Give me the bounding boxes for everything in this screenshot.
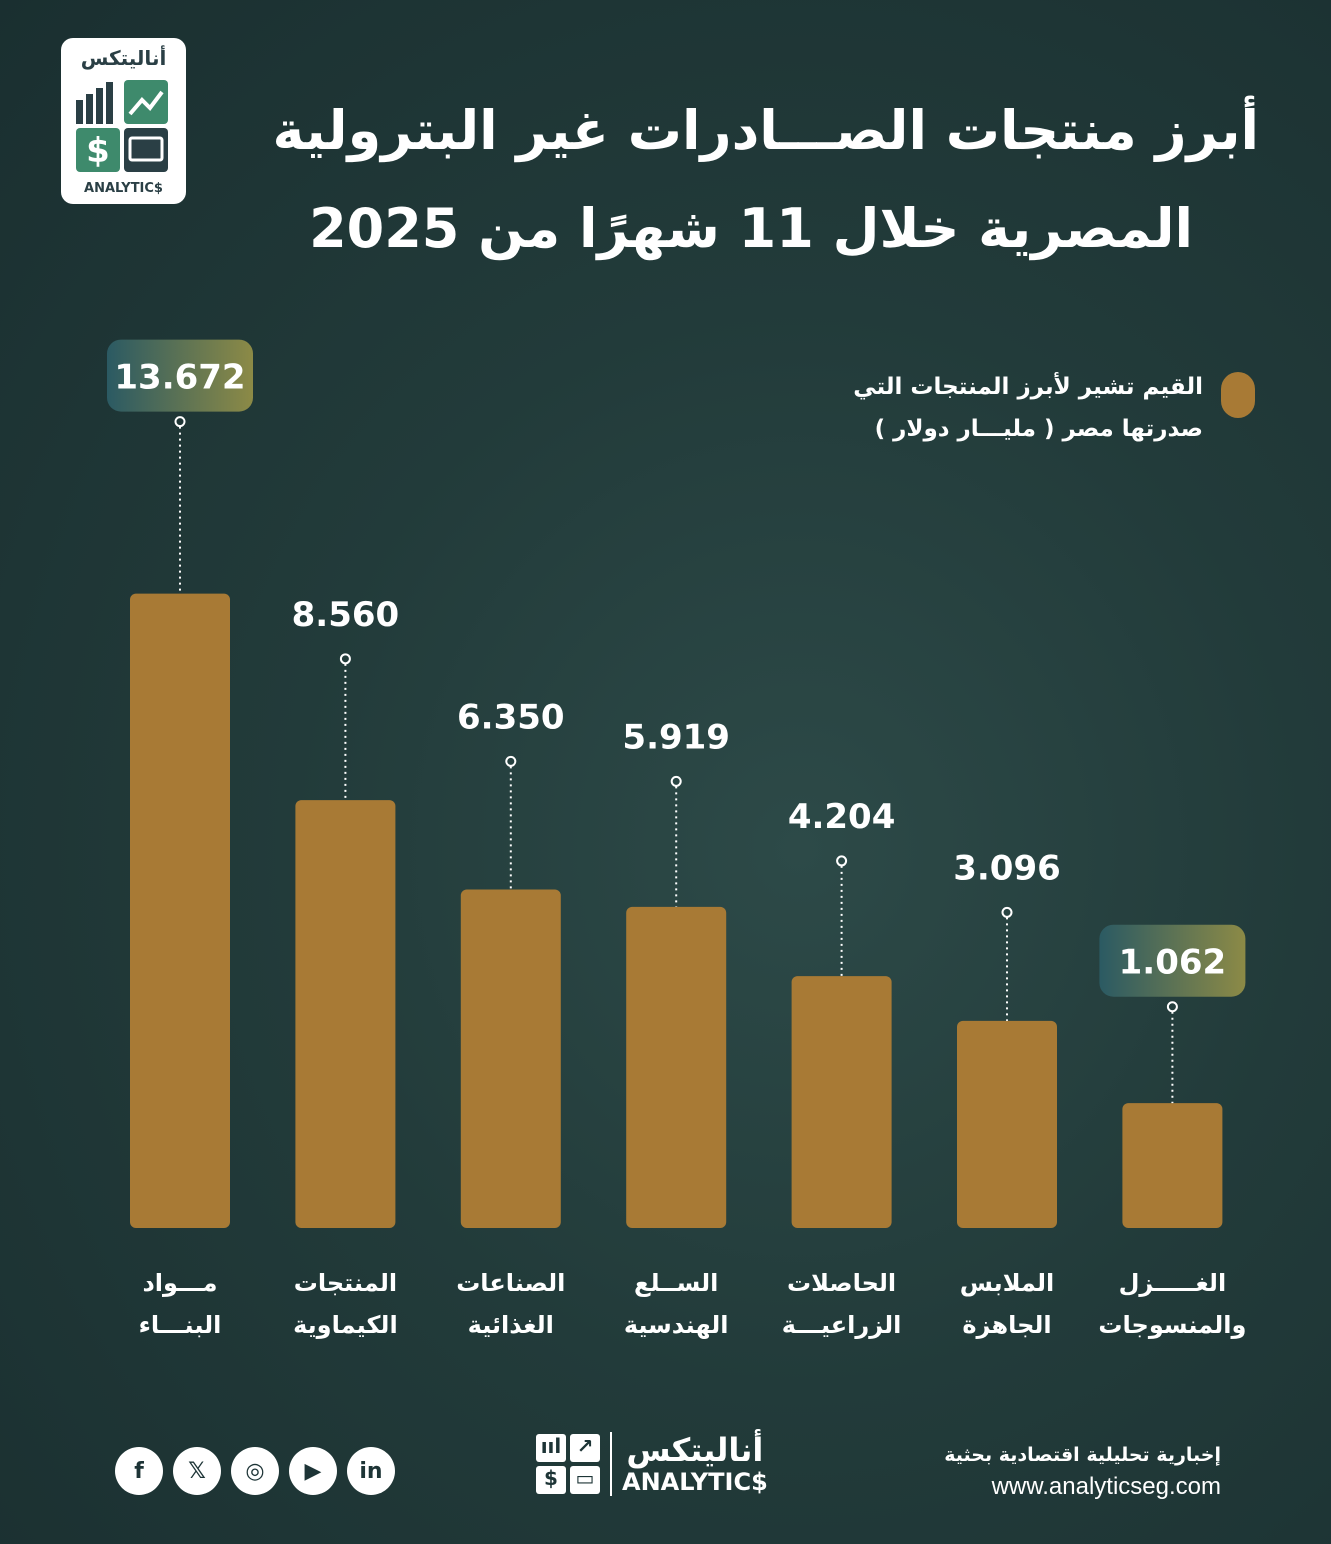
social-links: f 𝕏 ◎ ▶ in	[115, 1447, 395, 1495]
svg-text:$: $	[86, 131, 110, 171]
value-label: 1.062	[1119, 943, 1227, 983]
value-highlight-box	[1099, 924, 1246, 997]
legend-swatch	[1221, 372, 1255, 418]
value-highlight-box	[107, 339, 253, 412]
category-label-line: الهندسية	[623, 1311, 729, 1339]
leader-dot	[836, 855, 848, 867]
legend: القيم تشير لأبرز المنتجات التي صدرتها مص…	[853, 366, 1255, 450]
category-label: الحاصلات الزراعيـــة	[757, 1262, 927, 1346]
legend-line-1: القيم تشير لأبرز المنتجات التي	[853, 374, 1203, 400]
category-label-line: الكيماوية	[293, 1311, 398, 1339]
footer-logo: ııl ↗ $ ▭ أناليتكس ANALYTIC$	[536, 1432, 768, 1496]
category-label-line: مـــواد	[142, 1269, 218, 1297]
category-label: الســلع الهندسية	[591, 1262, 761, 1346]
category-label-line: الصناعات	[456, 1269, 566, 1297]
value-label: 13.672	[114, 358, 245, 398]
leader-dot	[1166, 1001, 1178, 1013]
category-label-line: المنتجات	[293, 1269, 398, 1297]
logo-arabic-text: أناليتكس	[80, 46, 167, 70]
page-title: أبرز منتجات الصـــادرات غير البترولية ال…	[259, 82, 1259, 278]
leader-dot	[174, 416, 186, 428]
footer-logo-icon: ııl ↗ $ ▭	[536, 1434, 600, 1494]
x-icon[interactable]: 𝕏	[173, 1447, 221, 1495]
bar	[957, 1020, 1057, 1228]
footer-logo-arabic: أناليتكس	[626, 1431, 764, 1469]
category-label-line: الزراعيـــة	[781, 1311, 902, 1339]
leader-dot	[1001, 906, 1013, 918]
leader-dot	[670, 775, 682, 787]
category-label: الصناعات الغذائية	[426, 1262, 596, 1346]
category-label: مـــواد البنـــاء	[95, 1262, 265, 1346]
bar	[1122, 1103, 1223, 1228]
category-label-line: الســلع	[634, 1269, 719, 1297]
site-info: إخبارية تحليلية اقتصادية بحثية www.analy…	[944, 1440, 1221, 1504]
website-link[interactable]: www.analyticseg.com	[991, 1473, 1221, 1500]
tagline: إخبارية تحليلية اقتصادية بحثية	[944, 1444, 1221, 1466]
bar	[791, 976, 892, 1228]
logo-icon: $	[76, 80, 168, 172]
bar	[130, 593, 230, 1228]
leader-dot	[339, 653, 351, 665]
category-label: الملابس الجاهزة	[922, 1262, 1092, 1346]
footer-logo-english: ANALYTIC$	[622, 1468, 768, 1496]
category-label-line: البنـــاء	[138, 1311, 222, 1339]
category-label-line: الغذائية	[467, 1311, 554, 1339]
value-label: 8.560	[292, 595, 400, 635]
category-label: الغـــــزل والمنسوجات	[1087, 1262, 1257, 1346]
linkedin-icon[interactable]: in	[347, 1447, 395, 1495]
facebook-icon[interactable]: f	[115, 1447, 163, 1495]
logo-english-text: ANALYTIC$	[84, 181, 163, 196]
instagram-icon[interactable]: ◎	[231, 1447, 279, 1495]
title-line-1: أبرز منتجات الصـــادرات غير البترولية	[272, 99, 1259, 162]
brand-logo: أناليتكس $ ANALYTIC$	[61, 38, 186, 204]
bar	[295, 800, 396, 1228]
value-label: 4.204	[788, 797, 896, 837]
value-label: 3.096	[953, 848, 1061, 888]
category-label-line: الملابس	[959, 1269, 1055, 1297]
youtube-icon[interactable]: ▶	[289, 1447, 337, 1495]
value-label: 5.919	[622, 717, 730, 757]
category-label-line: الحاصلات	[787, 1269, 897, 1297]
legend-line-2: صدرتها مصر ( مليـــار دولار )	[874, 416, 1203, 442]
bar	[626, 906, 727, 1228]
category-label: المنتجات الكيماوية	[260, 1262, 430, 1346]
category-label-line: الجاهزة	[962, 1311, 1052, 1339]
category-label-line: الغـــــزل	[1118, 1269, 1227, 1297]
value-label: 6.350	[457, 697, 565, 737]
leader-dot	[505, 755, 517, 767]
category-label-line: والمنسوجات	[1098, 1311, 1247, 1339]
title-line-2: المصرية خلال 11 شهرًا من 2025	[309, 197, 1193, 260]
bar	[460, 889, 561, 1228]
